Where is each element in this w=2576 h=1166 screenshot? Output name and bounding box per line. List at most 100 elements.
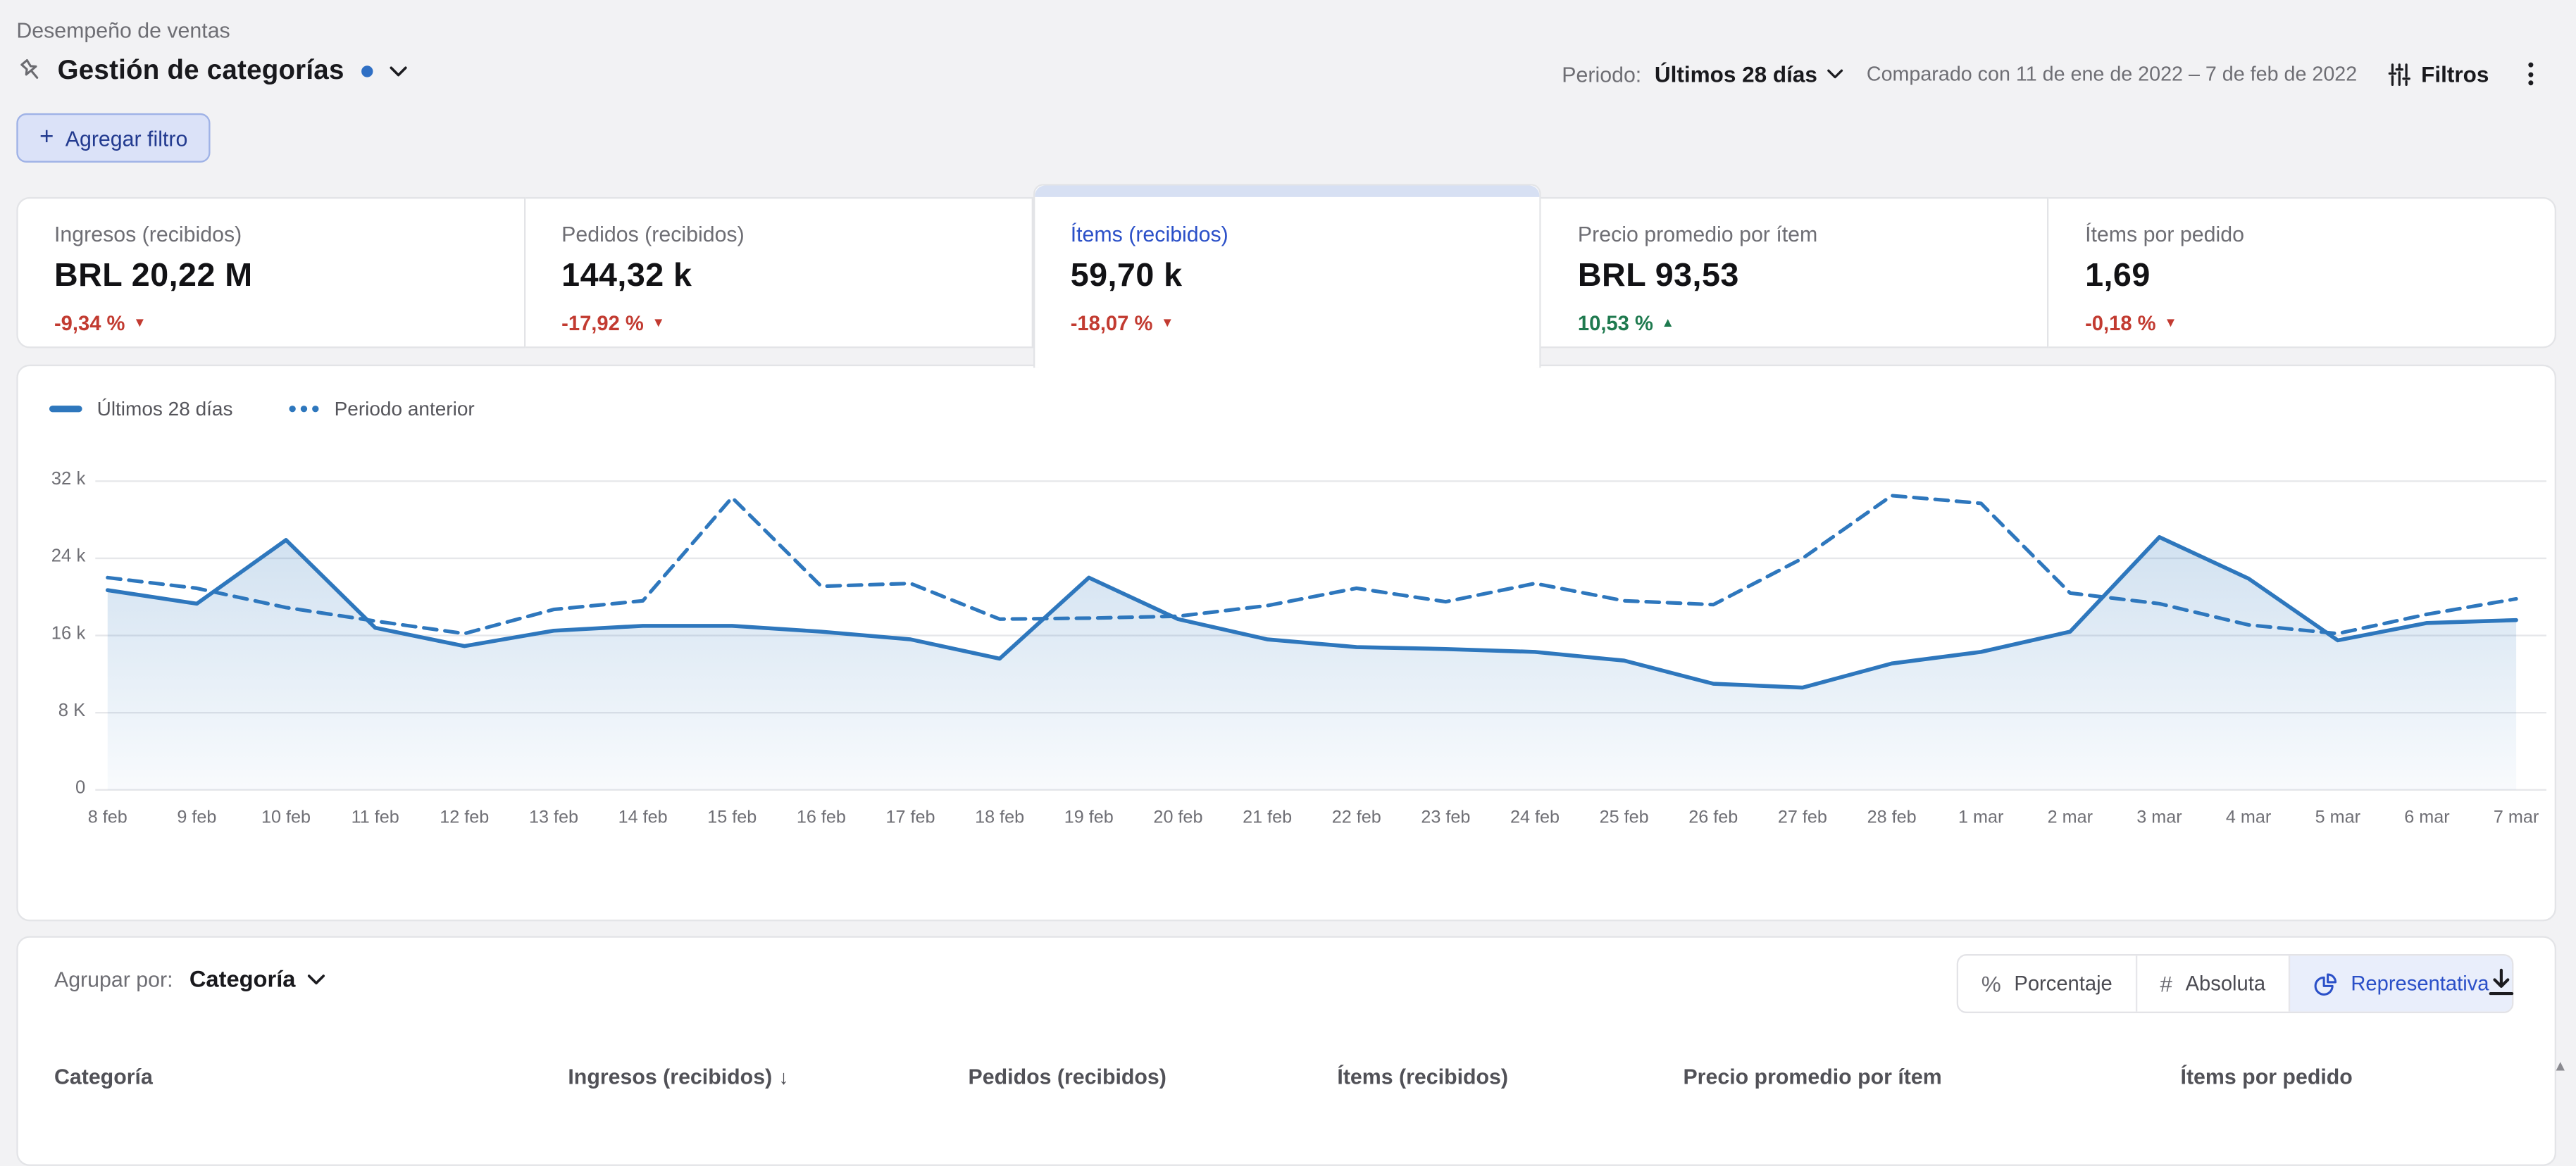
x-tick-label: 18 feb [975,808,1025,828]
legend-item-previous[interactable]: Periodo anterior [288,397,475,421]
group-by-value: Categoría [189,965,296,992]
kpi-delta: -9,34 % ▼ [54,312,147,335]
kpi-label: Pedidos (recibidos) [561,221,745,246]
x-tick-label: 27 feb [1777,808,1827,828]
kpi-label: Ítems por pedido [2085,221,2244,246]
view-mode-absoluta[interactable]: # Absoluta [2135,955,2289,1012]
dotted-line-swatch [288,406,320,412]
x-tick-label: 15 feb [707,808,757,828]
trend-icon: ▲ [1661,315,1675,330]
kpi-delta: -17,92 % ▼ [561,312,665,335]
kpi-value: BRL 93,53 [1577,258,1739,294]
legend-label: Últimos 28 días [97,397,233,421]
x-tick-label: 9 feb [177,808,217,828]
legend-label: Periodo anterior [334,397,475,421]
y-tick-label: 16 k [51,624,86,644]
x-tick-label: 3 mar [2136,808,2182,828]
column-header-precio-promedio[interactable]: Precio promedio por ítem [1683,1064,1942,1089]
download-button[interactable] [2486,967,2517,1007]
dashboard-title-row: Gestión de categorías [16,56,406,87]
x-tick-label: 1 mar [1958,808,2004,828]
x-tick-label: 22 feb [1331,808,1381,828]
x-tick-label: 23 feb [1421,808,1471,828]
column-header-items[interactable]: Ítems (recibidos) [1337,1064,1509,1089]
filters-button[interactable]: Filtros [2387,62,2489,87]
x-tick-label: 8 feb [87,808,127,828]
group-by-label: Agrupar por: [54,966,173,991]
kpi-value: BRL 20,22 M [54,258,253,294]
add-filter-label: Agregar filtro [65,125,188,151]
comparison-text: Comparado con 11 de ene de 2022 – 7 de f… [1866,62,2358,86]
kpi-delta: -18,07 % ▼ [1070,312,1174,335]
x-tick-label: 13 feb [528,808,578,828]
x-tick-label: 10 feb [261,808,311,828]
sort-desc-icon: ↓ [778,1065,789,1089]
kebab-menu-icon[interactable] [2518,59,2543,89]
x-tick-label: 19 feb [1064,808,1114,828]
x-tick-label: 16 feb [796,808,846,828]
x-tick-label: 11 feb [351,808,399,828]
previous-period-line [106,494,2518,636]
column-header-pedidos[interactable]: Pedidos (recibidos) [968,1064,1166,1089]
header-right-controls: Periodo: Últimos 28 días Comparado con 1… [1562,59,2543,89]
group-by-chevron-down-icon [307,974,325,984]
kpi-tab-items-selected[interactable]: Ítems (recibidos) 59,70 k -18,07 % ▼ [1033,184,1542,368]
group-by-selector[interactable]: Categoría [189,965,325,992]
title-chevron-down-icon[interactable] [389,65,407,77]
pie-chart-icon [2313,972,2338,996]
current-period-line [105,535,2518,690]
column-header-categoria[interactable]: Categoría [54,1064,153,1089]
column-header-items-por-pedido[interactable]: Ítems por pedido [2180,1064,2353,1089]
view-mode-label: Representativa [2351,972,2489,996]
pin-icon[interactable] [16,58,44,86]
view-mode-porcentaje[interactable]: % Porcentaje [1958,955,2136,1012]
x-tick-label: 17 feb [885,808,935,828]
filters-label: Filtros [2421,61,2489,87]
view-mode-label: Porcentaje [2014,972,2113,996]
kpi-value: 144,32 k [561,258,692,294]
kpi-tab-precio-promedio[interactable]: Precio promedio por ítem BRL 93,53 10,53… [1541,196,2049,349]
current-period-area-fill [107,537,2517,790]
y-tick-label: 8 K [58,701,86,721]
view-mode-label: Absoluta [2185,972,2266,996]
trend-icon: ▼ [1161,315,1174,330]
x-tick-label: 24 feb [1510,808,1560,828]
kpi-delta: 10,53 % ▲ [1577,312,1675,335]
y-tick-label: 24 k [51,546,86,567]
period-value: Últimos 28 días [1654,61,1817,87]
kpi-label: Ítems (recibidos) [1070,221,1228,246]
y-tick-label: 32 k [51,470,86,490]
x-tick-label: 25 feb [1599,808,1649,828]
hash-icon: # [2160,971,2172,996]
line-chart-area[interactable] [95,480,2547,791]
kpi-tab-pedidos[interactable]: Pedidos (recibidos) 144,32 k -17,92 % ▼ [525,196,1033,349]
column-header-ingresos-sorted[interactable]: Ingresos (recibidos) ↓ [568,1064,789,1089]
page-title[interactable]: Gestión de categorías [57,56,344,86]
kpi-value: 59,70 k [1070,258,1183,294]
x-tick-label: 28 feb [1867,808,1917,828]
legend-item-current[interactable]: Últimos 28 días [49,397,233,420]
plus-icon: + [39,123,54,151]
scroll-up-arrow[interactable]: ▲ [2553,1057,2568,1074]
trend-icon: ▼ [133,315,147,330]
kpi-delta: -0,18 % ▼ [2085,312,2177,335]
x-tick-label: 26 feb [1688,808,1738,828]
trend-icon: ▼ [652,315,665,330]
kpi-tabs-row: Ingresos (recibidos) BRL 20,22 M -9,34 %… [16,184,2556,368]
x-tick-label: 12 feb [440,808,490,828]
x-tick-label: 2 mar [2047,808,2093,828]
kpi-tab-ingresos[interactable]: Ingresos (recibidos) BRL 20,22 M -9,34 %… [16,196,525,349]
chart-legend: Últimos 28 días Periodo anterior [49,397,475,420]
x-tick-label: 6 mar [2404,808,2450,828]
view-mode-representativa[interactable]: Representativa [2288,955,2513,1012]
kpi-value: 1,69 [2085,258,2151,294]
add-filter-button[interactable]: + Agregar filtro [16,113,211,163]
sliders-icon [2388,63,2410,86]
y-tick-label: 0 [75,778,86,798]
selected-tab-strip [1034,185,1541,197]
kpi-label: Precio promedio por ítem [1577,221,1818,246]
unsaved-indicator-dot [360,65,373,77]
percent-icon: % [1981,971,2001,996]
kpi-tab-items-por-pedido[interactable]: Ítems por pedido 1,69 -0,18 % ▼ [2048,196,2556,349]
period-selector[interactable]: Últimos 28 días [1655,62,1843,87]
